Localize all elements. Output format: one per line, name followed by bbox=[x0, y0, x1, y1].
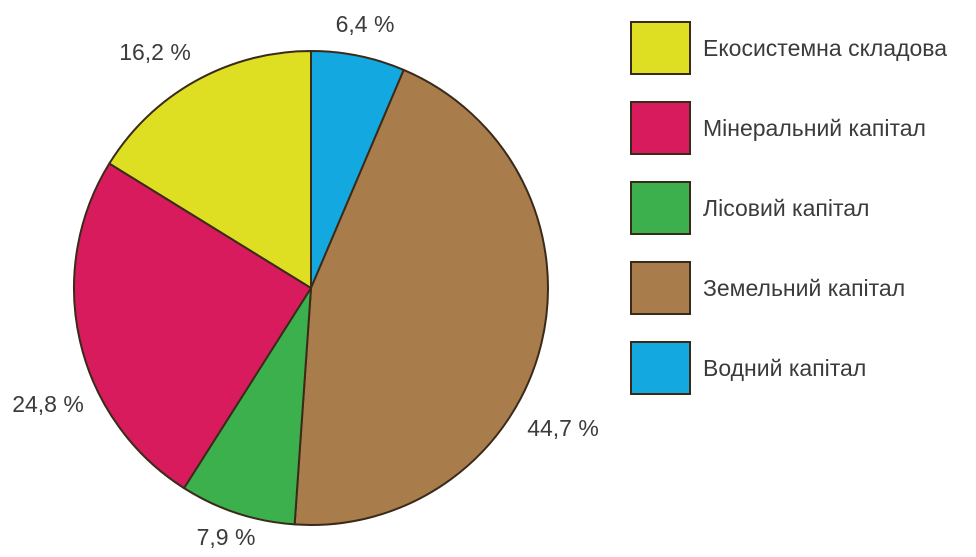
value-label-forest: 7,9 % bbox=[197, 524, 256, 550]
legend-label-water: Водний капітал bbox=[703, 355, 866, 381]
value-label-mineral: 24,8 % bbox=[12, 391, 84, 417]
value-label-water: 6,4 % bbox=[336, 11, 395, 37]
legend-swatch-mineral bbox=[630, 101, 691, 155]
pie-slice-land bbox=[293, 68, 549, 526]
legend-item-land: Земельний капітал bbox=[630, 261, 905, 315]
legend-swatch-land bbox=[630, 261, 691, 315]
pie-slice-ecosystem bbox=[108, 50, 312, 289]
value-label-land: 44,7 % bbox=[527, 415, 599, 441]
pie-slices bbox=[73, 50, 549, 526]
legend-swatch-forest bbox=[630, 181, 691, 235]
legend-label-ecosystem: Екосистемна складова bbox=[703, 35, 947, 61]
legend-swatch-ecosystem bbox=[630, 21, 691, 75]
legend-item-water: Водний капітал bbox=[630, 341, 866, 395]
legend: Екосистемна складова Мінеральний капітал Л… bbox=[630, 21, 947, 395]
legend-item-mineral: Мінеральний капітал bbox=[630, 101, 926, 155]
pie-value-labels: 6,4 % 44,7 % 7,9 % 24,8 % 16,2 % bbox=[12, 11, 599, 550]
legend-swatch-water bbox=[630, 341, 691, 395]
value-label-ecosystem: 16,2 % bbox=[119, 39, 191, 65]
legend-item-forest: Лісовий капітал bbox=[630, 181, 869, 235]
legend-label-mineral: Мінеральний капітал bbox=[703, 115, 926, 141]
legend-label-forest: Лісовий капітал bbox=[703, 195, 869, 221]
pie-slice-mineral bbox=[73, 162, 312, 490]
legend-item-ecosystem: Екосистемна складова bbox=[630, 21, 947, 75]
legend-label-land: Земельний капітал bbox=[703, 275, 905, 301]
pie-slice-forest bbox=[183, 287, 312, 526]
